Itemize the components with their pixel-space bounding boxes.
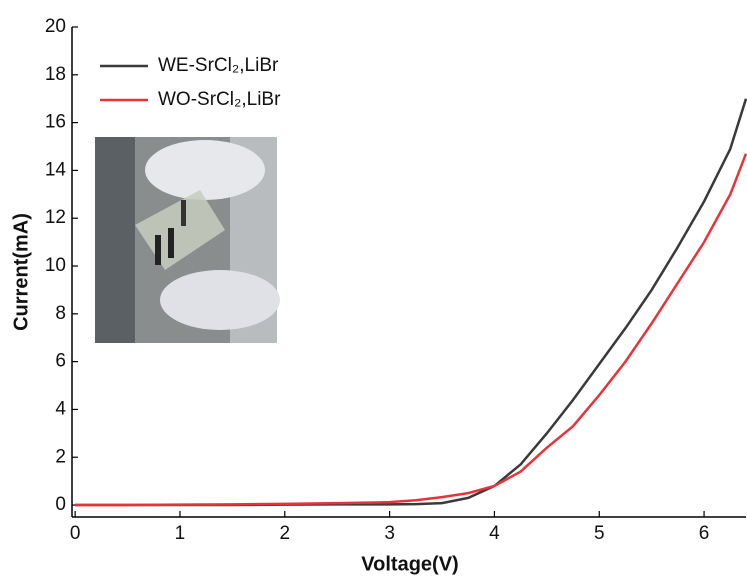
y-tick-label: 8 — [55, 303, 66, 324]
y-tick-label: 14 — [45, 159, 67, 180]
x-tick-label: 0 — [70, 523, 81, 544]
y-tick-label: 12 — [45, 207, 66, 228]
inset-photo — [95, 137, 280, 343]
legend-label: WE-SrCl₂,LiBr — [158, 55, 279, 76]
y-tick-label: 4 — [55, 398, 66, 419]
y-tick-label: 20 — [45, 16, 66, 37]
x-tick-label: 1 — [175, 523, 186, 544]
legend-label: WO-SrCl₂,LiBr — [158, 89, 281, 110]
y-tick-label: 10 — [45, 255, 66, 276]
y-tick-label: 2 — [55, 446, 66, 467]
y-tick-label: 16 — [45, 112, 66, 133]
x-tick-label: 4 — [489, 523, 500, 544]
y-tick-label: 18 — [45, 64, 66, 85]
x-tick-label: 6 — [699, 523, 710, 544]
x-tick-label: 3 — [384, 523, 395, 544]
series-line — [75, 153, 747, 507]
x-tick-label: 2 — [279, 523, 290, 544]
x-tick-label: 5 — [594, 523, 605, 544]
y-tick-label: 0 — [55, 494, 66, 515]
y-axis-title: Current(mA) — [10, 213, 32, 331]
x-axis-title: Voltage(V) — [361, 553, 458, 575]
y-tick-label: 6 — [55, 351, 66, 372]
